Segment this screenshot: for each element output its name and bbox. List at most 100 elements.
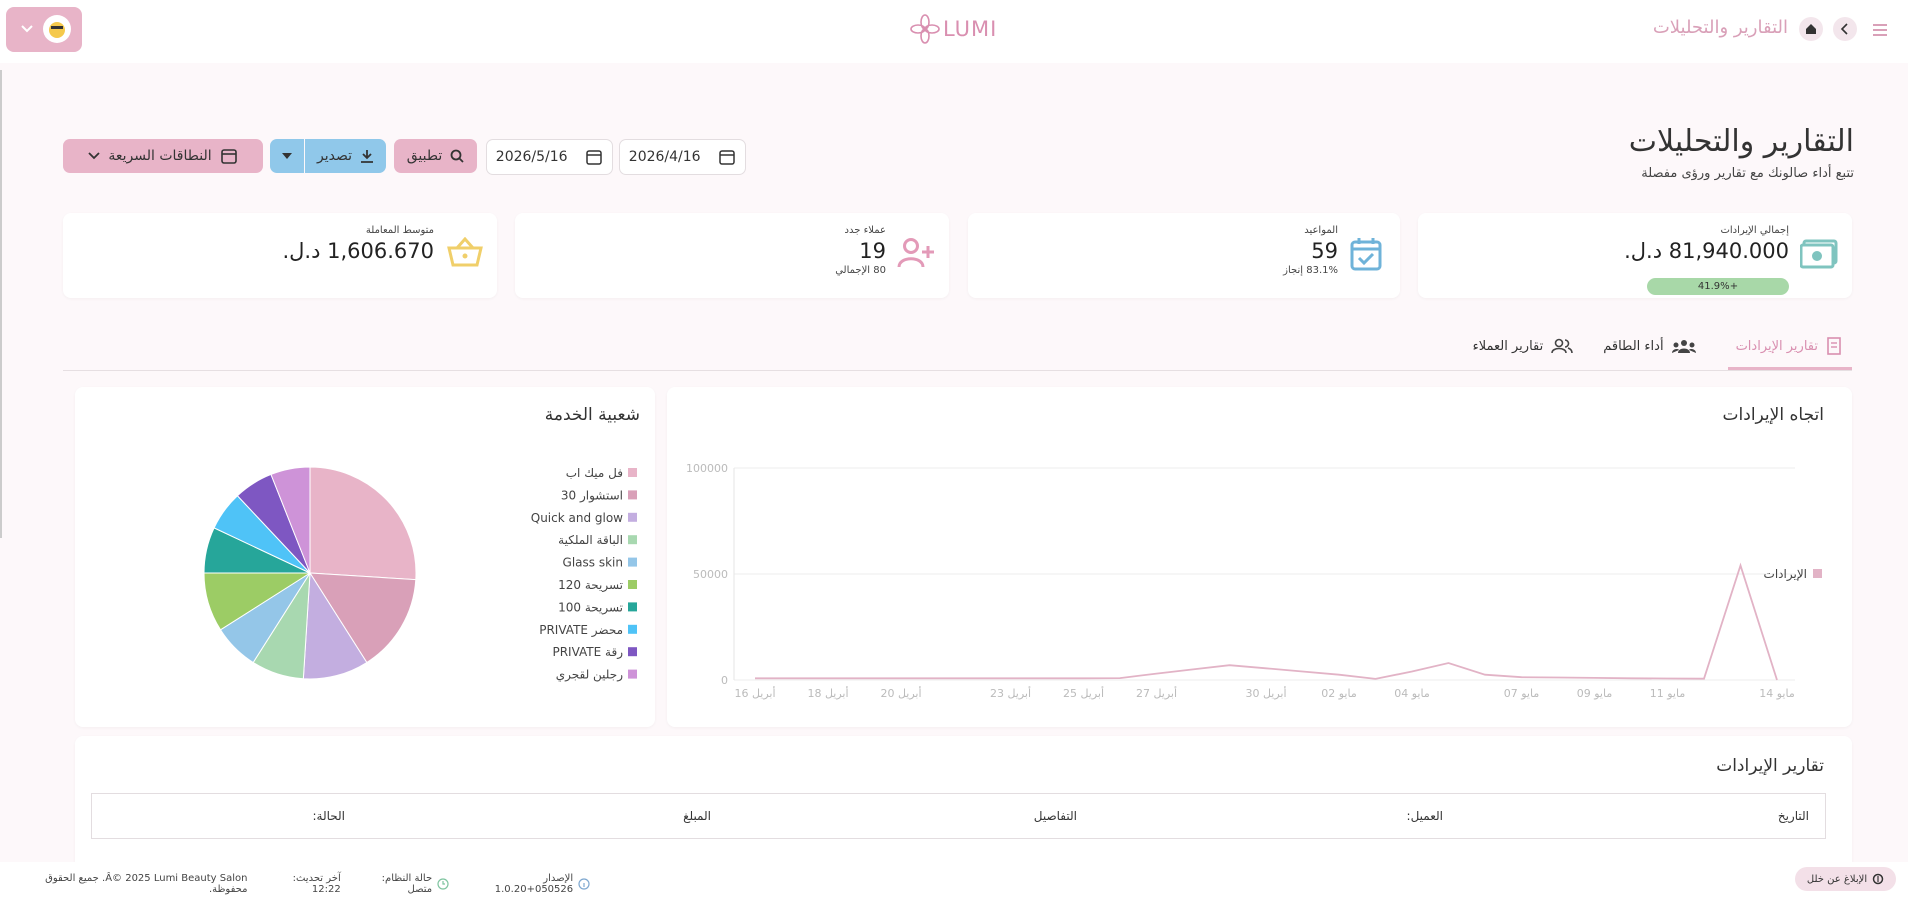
apply-text: تطبيق	[406, 148, 443, 164]
clock-icon	[437, 878, 449, 890]
x-tick-label: أبريل 18	[807, 686, 848, 700]
legend-label: الإيرادات	[1764, 567, 1807, 582]
apply-button[interactable]: تطبيق	[394, 139, 477, 173]
export-text: تصدير	[317, 148, 353, 164]
column-header: المبلغ	[683, 809, 711, 823]
kpi-text: عملاء جدد 19 80 الإجمالي	[835, 225, 886, 276]
download-icon	[361, 150, 374, 163]
legend-swatch	[628, 535, 637, 545]
legend-label: الباقة الملكية	[558, 533, 623, 547]
footer-info: الإصدار 050526+1.0.20 حالة النظام: متصل …	[6, 873, 590, 895]
bug-icon	[1872, 873, 1884, 885]
version-text: الإصدار 050526+1.0.20	[494, 873, 574, 895]
search-icon	[450, 149, 464, 163]
column-header: العميل:	[1406, 809, 1443, 823]
x-tick-label: مايو 09	[1577, 687, 1613, 700]
kpi-card: إجمالي الإيرادات 81,940.000 د.ل. +41.9%	[1418, 213, 1852, 298]
table-card: تقارير الإيرادات التاريخ العميل: التفاصي…	[75, 736, 1852, 876]
export-dropdown[interactable]	[270, 139, 304, 173]
kpi-note: 83.1% إنجاز	[1283, 265, 1338, 276]
menu-icon[interactable]	[1870, 20, 1890, 40]
tab[interactable]: تقارير العملاء	[1473, 337, 1574, 355]
kpi-value: 1,606.670 د.ل.	[282, 239, 434, 263]
x-tick-label: أبريل 30	[1245, 686, 1286, 700]
page-title: التقارير والتحليلات	[1628, 124, 1854, 159]
chart-title: اتجاه الإيرادات	[1723, 405, 1824, 425]
logo-icon	[910, 14, 940, 44]
tab[interactable]: تقارير الإيرادات	[1726, 337, 1852, 355]
kpi-value: 19	[859, 239, 886, 263]
tab-label: تقارير الإيرادات	[1735, 338, 1818, 354]
kpi-label: إجمالي الإيرادات	[1720, 225, 1789, 236]
legend-label: فل ميك اب	[566, 466, 623, 480]
basket-icon	[447, 237, 483, 267]
legend-swatch	[628, 602, 637, 612]
x-tick-label: مايو 04	[1394, 687, 1430, 700]
legend-label: رجلين لقجري	[556, 668, 623, 683]
legend-label: محضر PRIVATE	[539, 623, 623, 638]
user-plus-icon	[897, 238, 934, 268]
quick-ranges-button[interactable]: النطاقات السريعة	[63, 139, 263, 173]
x-tick-label: أبريل 25	[1063, 686, 1104, 700]
date-to-text: 2026/5/16	[495, 149, 568, 165]
users-icon	[1551, 338, 1574, 354]
column-header: التفاصيل	[1033, 809, 1077, 823]
table-header: التاريخ العميل: التفاصيل المبلغ الحالة:	[91, 793, 1826, 839]
legend-swatch	[628, 580, 637, 589]
tab-divider	[63, 370, 1852, 371]
legend-label: تسريحة 120	[558, 578, 623, 593]
y-tick-label: 0	[721, 674, 728, 687]
kpi-label: عملاء جدد	[844, 225, 886, 236]
pie-slice	[309, 466, 417, 581]
chevron	[88, 152, 101, 160]
status: حالة النظام: متصل	[355, 873, 449, 895]
table-title: تقارير الإيرادات	[1716, 756, 1824, 776]
calendar-icon	[586, 150, 602, 165]
x-tick-label: أبريل 27	[1136, 686, 1177, 700]
export-button[interactable]: تصدير	[305, 139, 386, 173]
logo-text: LUMI	[943, 17, 998, 41]
info-icon	[578, 878, 590, 890]
kpi-text: المواعيد 59 83.1% إنجاز	[1283, 225, 1338, 276]
column-header: التاريخ	[1777, 809, 1809, 823]
tab[interactable]: أداء الطاقم	[1603, 337, 1696, 355]
pie-slice	[270, 466, 311, 574]
legend-swatch	[628, 624, 637, 634]
quick-ranges-text: النطاقات السريعة	[108, 148, 212, 164]
tab-label: أداء الطاقم	[1603, 338, 1664, 354]
kpi-text: متوسط المعاملة 1,606.670 د.ل.	[282, 225, 434, 263]
legend-swatch	[628, 468, 637, 477]
scrollbar	[0, 70, 2, 538]
user-menu[interactable]	[6, 7, 82, 52]
status-text: حالة النظام: متصل	[381, 873, 433, 895]
y-tick-label: 100000	[686, 462, 728, 475]
back-button[interactable]	[1832, 16, 1858, 42]
x-tick-label: مايو 07	[1504, 687, 1540, 700]
legend-label: استشوار 30	[561, 488, 623, 503]
home-button[interactable]	[1798, 16, 1824, 42]
kpi-label: متوسط المعاملة	[365, 225, 434, 236]
caret	[282, 153, 292, 159]
date-to[interactable]: 2026/5/16	[486, 139, 613, 175]
legend-swatch	[628, 557, 637, 567]
tab-label: تقارير العملاء	[1472, 338, 1544, 354]
version: الإصدار 050526+1.0.20	[463, 873, 590, 895]
top-bar	[0, 0, 1908, 63]
pie-slice	[309, 572, 417, 664]
page-subtitle: تتبع أداء صالونك مع تقارير ورؤى مفصلة	[1641, 166, 1854, 181]
x-tick-label: مايو 02	[1321, 687, 1357, 700]
calendar-icon	[220, 149, 237, 164]
calendar-icon	[719, 150, 735, 165]
report-button[interactable]: الإبلاغ عن خلل	[1795, 867, 1896, 891]
legend-swatch	[628, 490, 637, 500]
breadcrumb: التقارير والتحليلات	[1652, 17, 1788, 38]
legend-swatch	[628, 647, 637, 657]
legend-label: رقة PRIVATE	[552, 645, 623, 660]
date-from[interactable]: 2026/4/16	[619, 139, 746, 175]
date-from-text: 2026/4/16	[628, 149, 701, 165]
x-tick-label: أبريل 23	[990, 686, 1031, 700]
legend-label: Glass skin	[563, 556, 623, 570]
legend-label: Quick and glow	[531, 511, 623, 525]
line-chart: اتجاه الإيرادات 0 50000 100000 أبريل 16 أبريل…	[667, 387, 1852, 727]
